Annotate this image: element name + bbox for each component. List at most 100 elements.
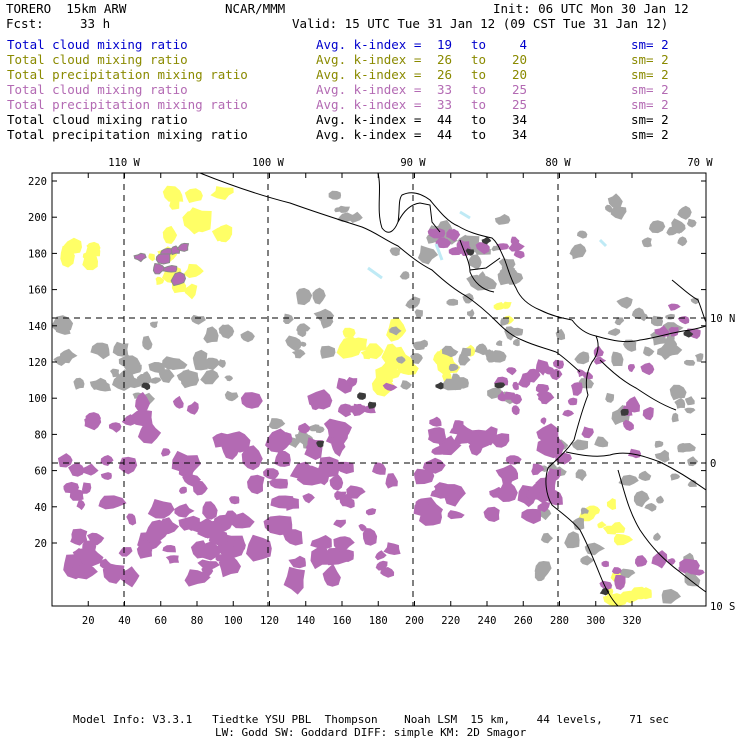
shade-patch xyxy=(517,372,531,388)
legend-v2: 34 xyxy=(511,127,527,142)
shade-patch xyxy=(372,462,386,475)
shade-patch xyxy=(184,283,198,300)
shade-patch xyxy=(567,397,578,406)
shade-patch xyxy=(446,298,459,306)
shade-patch xyxy=(84,416,99,427)
shade-patch xyxy=(99,558,111,570)
shade-patch xyxy=(190,314,206,325)
shade-patch xyxy=(141,382,151,391)
shade-patch xyxy=(333,519,346,528)
shade-patch xyxy=(614,575,626,591)
shade-patch xyxy=(494,214,511,225)
legend-v2: 20 xyxy=(511,67,527,82)
shade-patch xyxy=(683,330,694,338)
shade-patch xyxy=(429,416,442,427)
axis-labels: 110 W 100 W 90 W 80 W 70 W 10 N 0 10 S 20 40 60 80 1… xyxy=(28,157,735,627)
shade-patch xyxy=(247,474,265,495)
shade-patch xyxy=(133,252,147,263)
y-tick-label: 160 xyxy=(28,285,47,297)
shade-patch xyxy=(654,440,664,448)
legend-to: to xyxy=(471,67,487,82)
shade-patch xyxy=(365,343,384,360)
shade-patch xyxy=(186,401,199,415)
shade-patch xyxy=(192,349,208,371)
legend-to: to xyxy=(471,82,487,97)
shade-patch xyxy=(571,382,583,396)
y-tick-label: 180 xyxy=(28,248,47,260)
shade-patch xyxy=(285,335,302,352)
lat-label: 0 xyxy=(710,458,716,470)
shade-patch xyxy=(453,434,470,445)
shade-patch xyxy=(102,563,125,584)
shade-patch xyxy=(328,190,342,200)
shade-patch xyxy=(68,555,82,570)
shade-patch xyxy=(229,496,240,505)
shade-patch xyxy=(483,506,500,522)
shade-patch xyxy=(89,377,108,390)
legend-v2: 25 xyxy=(511,82,527,97)
shade-patch xyxy=(310,535,332,550)
shade-patch xyxy=(431,445,450,455)
shade-patch xyxy=(540,417,547,425)
shade-patch xyxy=(385,473,398,489)
legend-v2: 34 xyxy=(511,112,527,127)
shade-patch xyxy=(601,560,609,568)
shade-patch xyxy=(468,441,483,456)
shade-patch xyxy=(118,456,138,475)
shade-trace xyxy=(367,266,383,280)
shade-patch xyxy=(98,495,127,510)
shade-patch xyxy=(474,343,488,356)
shade-patch xyxy=(526,368,541,383)
shade-patch xyxy=(489,486,504,498)
shade-patch xyxy=(82,463,99,476)
shade-patch xyxy=(505,455,522,465)
shade-patch xyxy=(435,382,444,390)
valid-time: Valid: 15 UTC Tue 31 Jan 12 (09 CST Tue … xyxy=(292,16,669,31)
shade-patch xyxy=(631,307,645,320)
shade-patch xyxy=(201,566,214,577)
shade-patch xyxy=(336,377,353,394)
shade-patch xyxy=(148,253,156,262)
y-tick-label: 140 xyxy=(28,321,47,333)
shade-patch xyxy=(619,568,636,578)
shade-patch xyxy=(580,555,595,566)
legend-v2: 20 xyxy=(511,52,527,67)
shade-patch xyxy=(389,247,401,257)
shade-patch xyxy=(651,550,668,569)
shade-patch xyxy=(224,431,251,453)
shade-patch xyxy=(268,478,288,489)
legend-v1: 26 xyxy=(437,52,453,67)
shade-patch xyxy=(346,485,366,499)
shade-patch xyxy=(625,396,640,413)
shade-patch xyxy=(458,353,471,366)
x-tick-label: 320 xyxy=(623,615,642,627)
legend-field: Total cloud mixing ratio xyxy=(7,82,188,97)
shade-patch xyxy=(686,218,697,228)
shade-patch xyxy=(197,559,220,571)
shade-patch xyxy=(165,555,179,564)
x-tick-label: 100 xyxy=(224,615,243,627)
lon-label: 110 W xyxy=(108,157,140,169)
shade-patch xyxy=(638,470,652,481)
shade-patch xyxy=(513,339,520,347)
shade-patch xyxy=(465,248,475,256)
x-tick-label: 60 xyxy=(154,615,167,627)
shade-patch xyxy=(511,405,520,416)
shade-patch xyxy=(510,236,520,245)
shade-patch xyxy=(200,369,220,385)
shade-patch xyxy=(90,342,110,360)
shade-patch xyxy=(208,530,228,546)
shade-patch xyxy=(581,426,594,439)
shade-patch xyxy=(240,330,255,343)
shade-patch xyxy=(337,205,350,213)
shade-patch xyxy=(176,242,190,252)
shade-patch xyxy=(441,378,464,391)
shade-patch xyxy=(342,327,356,338)
y-tick-label: 220 xyxy=(28,176,47,188)
shade-patch xyxy=(100,455,114,466)
x-tick-label: 240 xyxy=(478,615,497,627)
x-tick-label: 180 xyxy=(369,615,388,627)
shade-patch xyxy=(282,529,303,546)
shade-patch xyxy=(302,493,315,504)
